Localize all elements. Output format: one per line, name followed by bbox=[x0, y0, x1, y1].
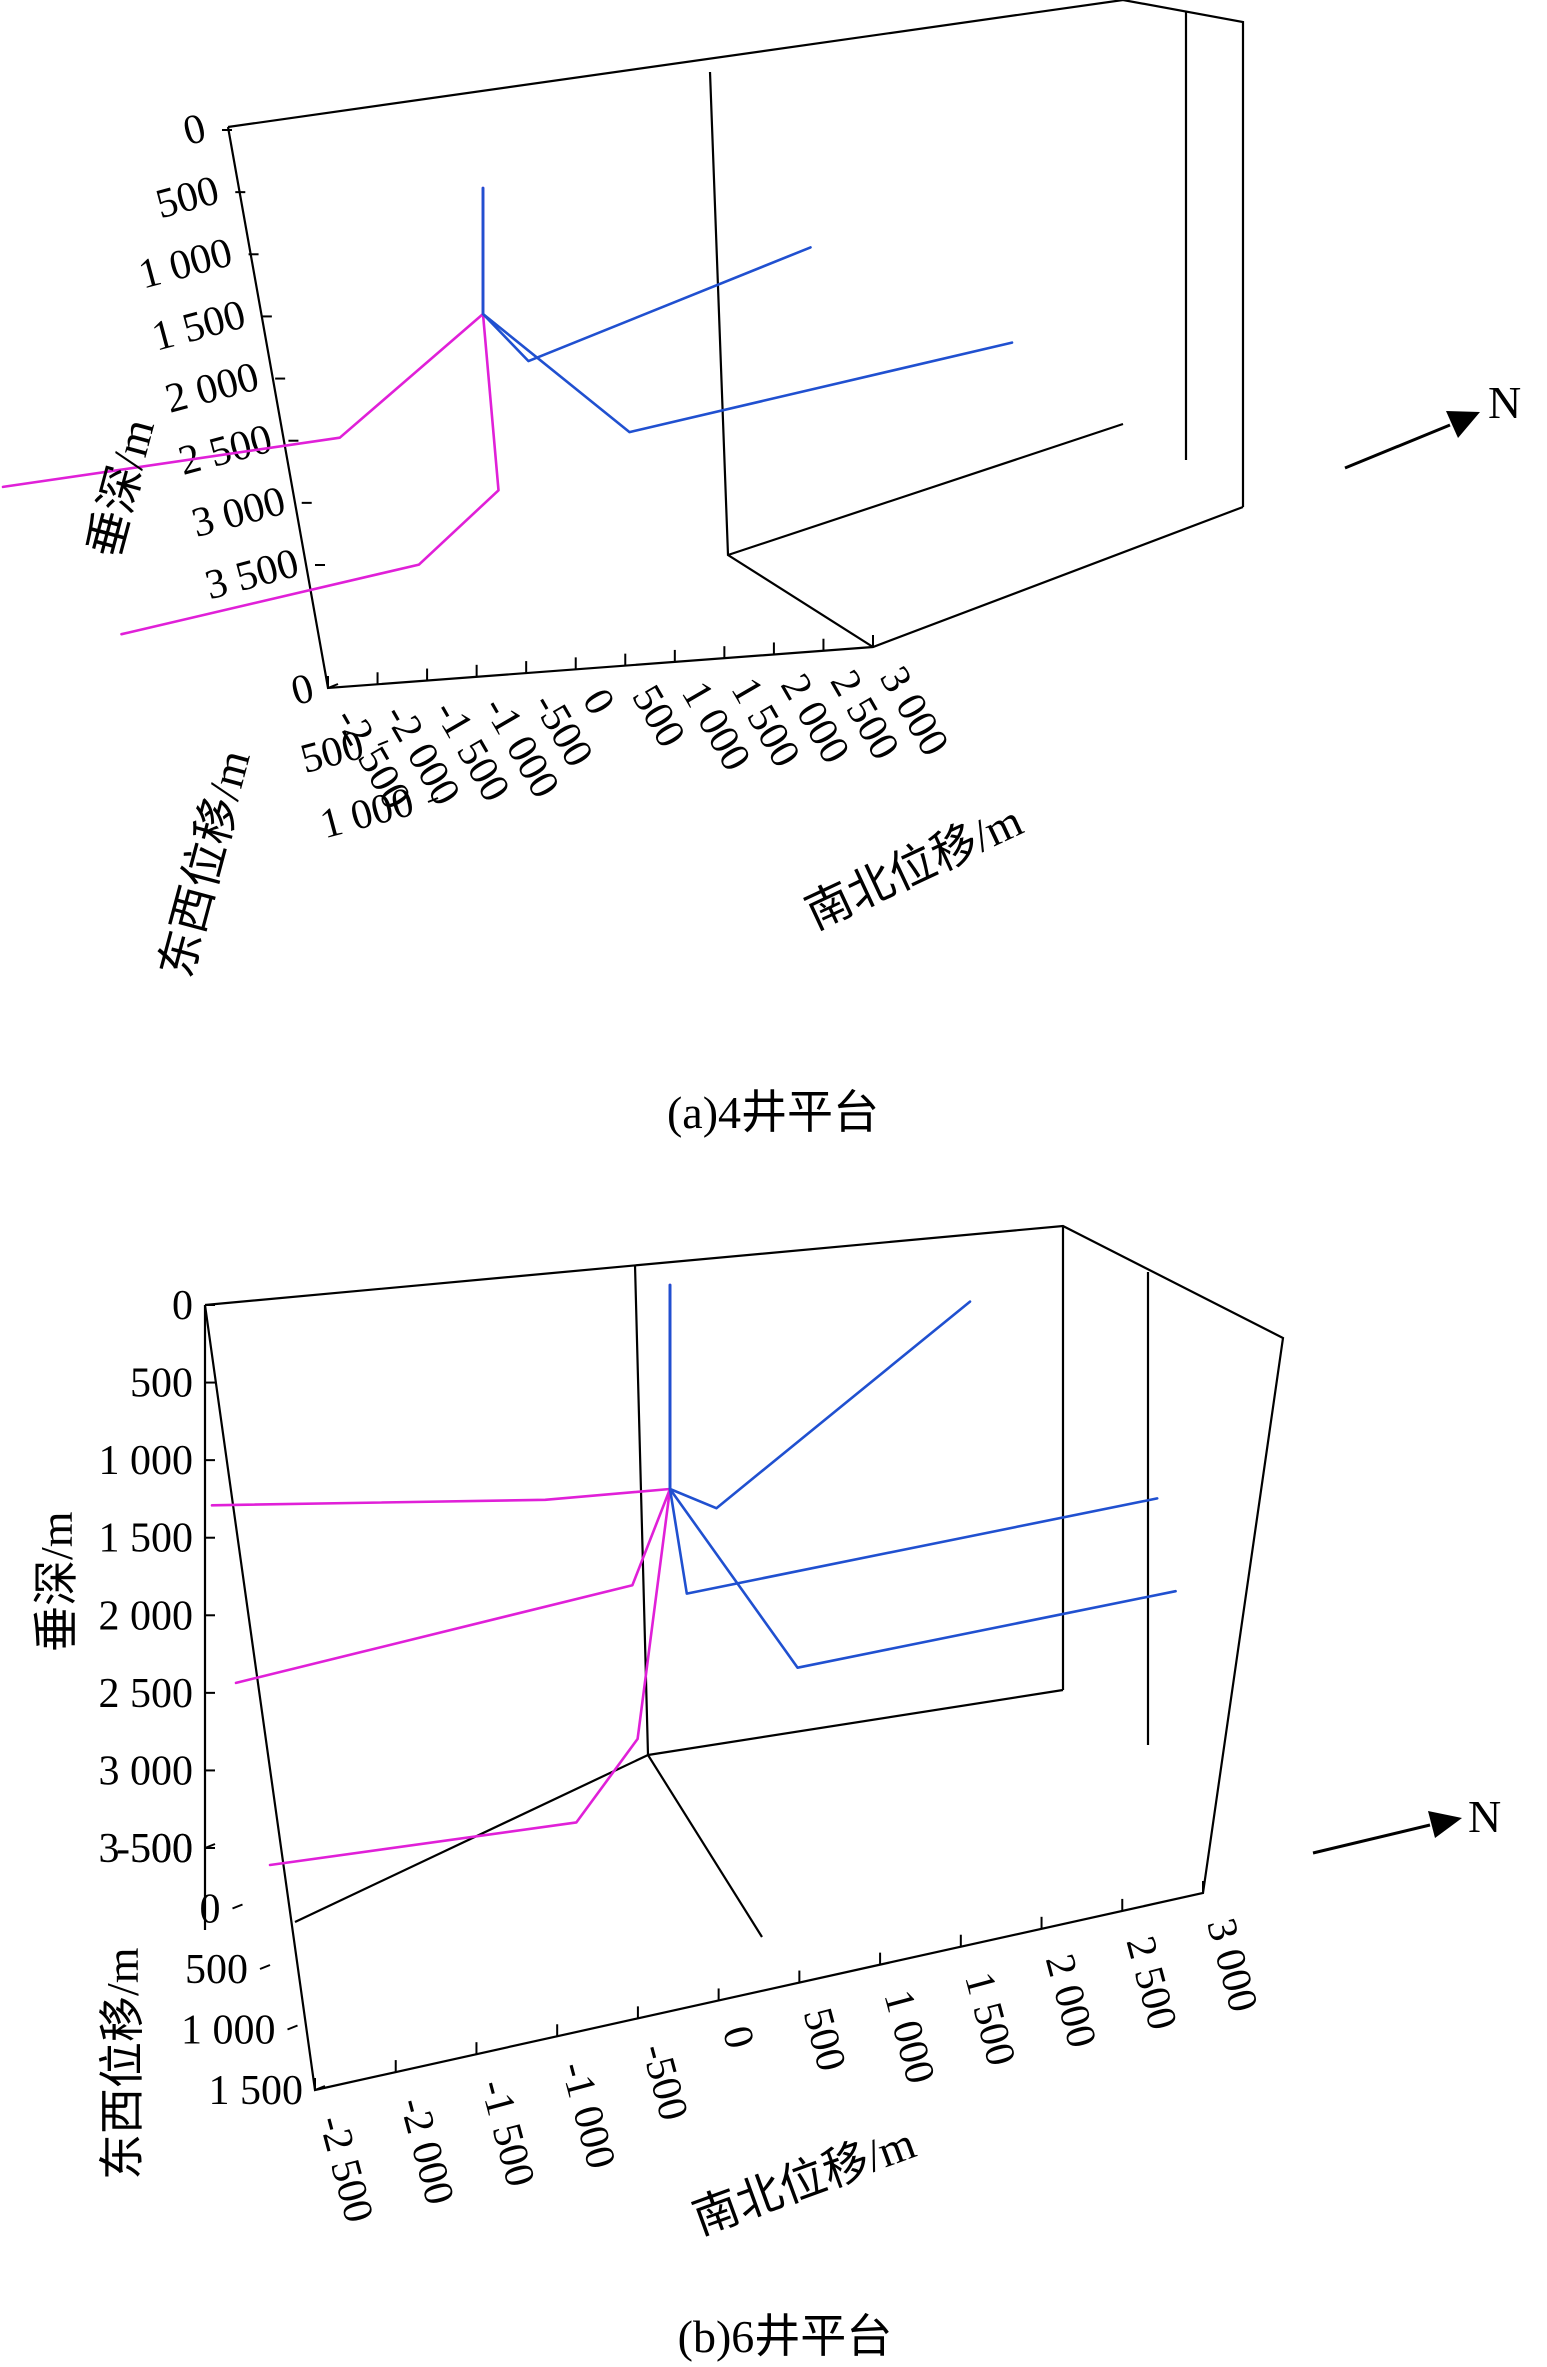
x-axis-tick-label: 1 000 bbox=[874, 1985, 943, 2088]
z-axis-tick-label: 0 bbox=[178, 105, 210, 155]
x-axis-tick-label: 500 bbox=[623, 678, 694, 756]
z-axis-tick-label: 1 000 bbox=[99, 1438, 194, 1484]
z-axis-tick-label: 500 bbox=[130, 1361, 193, 1407]
x-axis-tick-label: -1 000 bbox=[552, 2057, 625, 2174]
z-axis-tick-label: 3 000 bbox=[187, 478, 290, 547]
y-axis-tick-label: 1 000 bbox=[181, 2008, 276, 2054]
caption-b: (b)6井平台 bbox=[678, 2311, 893, 2362]
z-axis-tick-label: 500 bbox=[151, 167, 224, 228]
y-axis-tick-mark bbox=[427, 797, 439, 803]
well-trajectory-3 bbox=[481, 186, 812, 363]
y-axis-tick-mark bbox=[259, 1964, 271, 1970]
x-axis-tick-label: 2 500 bbox=[1117, 1932, 1186, 2035]
series-group-a bbox=[1, 186, 1014, 636]
x-axis-label-a: 南北位移/m bbox=[798, 794, 1031, 939]
x-axis-tick-label: 0 bbox=[713, 2021, 763, 2053]
series-group-b bbox=[210, 1283, 1177, 1867]
x-axis-tick-label: 500 bbox=[794, 2003, 855, 2076]
x-axis-label-b: 南北位移/m bbox=[686, 2117, 922, 2245]
well-trajectory-4 bbox=[481, 186, 1014, 434]
z-axis-label-b: 垂深/m bbox=[31, 1511, 82, 1652]
y-axis-tick-mark bbox=[287, 2024, 298, 2031]
y-axis-tick-label: 1 500 bbox=[209, 2068, 304, 2114]
well-trajectory-1 bbox=[210, 1283, 672, 1507]
plot-box-a bbox=[226, 0, 1245, 690]
z-axis-tick-label: 3 500 bbox=[99, 1826, 194, 1872]
north-arrow-a: N bbox=[1344, 377, 1521, 470]
well-trajectory-4 bbox=[668, 1283, 972, 1510]
z-axis-tick-label: 1 500 bbox=[147, 292, 250, 361]
y-axis-tick-label: -500 bbox=[116, 1826, 193, 1872]
x-axis-tick-label: 0 bbox=[573, 681, 623, 722]
z-axis-tick-label: 2 000 bbox=[99, 1593, 194, 1639]
y-axis-tick-mark bbox=[204, 1843, 216, 1849]
y-axis-label-b: 东西位移/m bbox=[97, 1947, 148, 2180]
tick-marks-a bbox=[222, 129, 874, 803]
well-trajectory-2 bbox=[234, 1283, 672, 1685]
north-label-b: N bbox=[1468, 1791, 1501, 1842]
well-trajectory-3 bbox=[268, 1283, 672, 1867]
x-axis-tick-label: 1 500 bbox=[955, 1967, 1024, 2070]
x-axis-tick-label: 3 000 bbox=[1197, 1914, 1266, 2017]
z-axis-tick-label: 1 500 bbox=[99, 1516, 194, 1562]
y-axis-tick-mark bbox=[327, 683, 339, 689]
north-label-a: N bbox=[1488, 377, 1521, 428]
y-axis-label-a: 东西位移/m bbox=[150, 745, 260, 983]
z-axis-label-a: 垂深/m bbox=[78, 413, 164, 562]
z-axis-tick-label: 3 500 bbox=[200, 540, 303, 609]
north-arrow-b: N bbox=[1312, 1791, 1501, 1855]
x-axis-tick-label: -500 bbox=[632, 2039, 696, 2125]
plot-box-b bbox=[203, 1224, 1285, 2092]
y-axis-tick-mark bbox=[377, 740, 389, 746]
z-axis-tick-label: 3 000 bbox=[99, 1748, 194, 1794]
well-trajectory-5 bbox=[668, 1283, 1159, 1595]
x-axis-tick-label: -2 000 bbox=[390, 2093, 463, 2210]
x-axis-tick-label: -2 500 bbox=[309, 2111, 382, 2228]
y-axis-tick-mark bbox=[314, 2085, 326, 2091]
z-axis-tick-label: 2 500 bbox=[99, 1671, 194, 1717]
caption-a: (a)4井平台 bbox=[667, 1087, 879, 1138]
y-axis-tick-label: 0 bbox=[286, 665, 318, 715]
x-axis-tick-label: -1 500 bbox=[471, 2075, 544, 2192]
y-axis-tick-label: 0 bbox=[200, 1887, 221, 1933]
x-axis-tick-label: 2 000 bbox=[1036, 1950, 1105, 2053]
z-axis-tick-label: 1 000 bbox=[134, 230, 237, 299]
well-trajectory-6 bbox=[668, 1283, 1177, 1669]
z-axis-tick-label: 0 bbox=[172, 1283, 193, 1329]
tick-marks-b bbox=[204, 1304, 1204, 2091]
z-axis-tick-label: 2 000 bbox=[161, 354, 264, 423]
y-axis-tick-mark bbox=[232, 1903, 243, 1910]
y-axis-tick-label: 500 bbox=[185, 1947, 248, 1993]
